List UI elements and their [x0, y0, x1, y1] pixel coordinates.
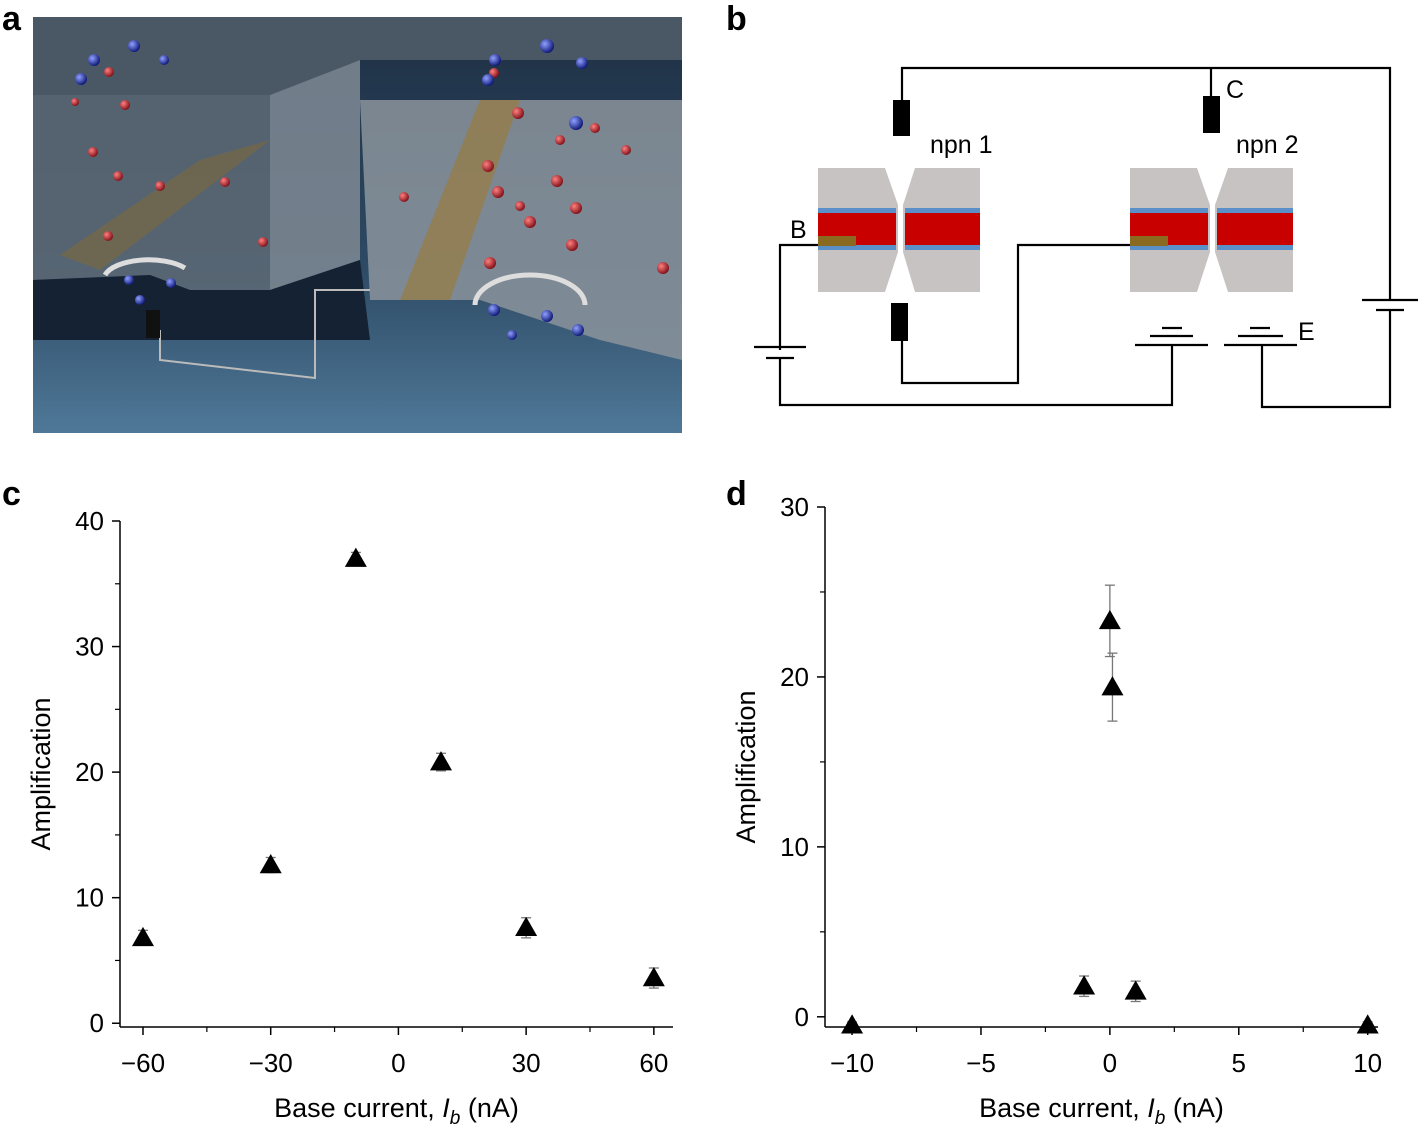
- y-tick-label: 10: [780, 832, 809, 862]
- y-tick-label: 30: [780, 492, 809, 522]
- y-axis-label: Amplification: [731, 690, 761, 843]
- chart: 0 10 20 30 40 −60 −30 0 30 60 Amplification Base cu…: [26, 506, 673, 1125]
- y-tick-label: 20: [780, 662, 809, 692]
- data-point: [131, 926, 154, 947]
- panel-label: d: [726, 475, 747, 513]
- rendering: [33, 17, 682, 433]
- y-tick-label: 30: [75, 632, 104, 662]
- x-tick-label: 0: [391, 1048, 405, 1078]
- x-tick-label: −10: [830, 1048, 874, 1078]
- x-tick-label: 60: [639, 1048, 668, 1078]
- data-point: [1124, 980, 1147, 1000]
- y-tick-label: 10: [75, 883, 104, 913]
- data-point: [1073, 975, 1096, 995]
- panel-label: c: [2, 475, 21, 513]
- x-tick-label: 30: [512, 1048, 541, 1078]
- y-tick-label: 20: [75, 757, 104, 787]
- diagram-label: npn 2: [1236, 131, 1299, 159]
- circuit: npn 1 npn 2 B C E: [754, 66, 1418, 409]
- y-axis-label: Amplification: [26, 697, 56, 850]
- data-point: [1101, 676, 1124, 696]
- x-axis-label-var: I: [442, 1093, 450, 1123]
- x-axis-label-unit: (nA): [1165, 1093, 1224, 1123]
- panel-label: a: [2, 0, 22, 38]
- x-axis-label: Base current, Ib (nA): [979, 1093, 1224, 1125]
- data-point: [515, 916, 538, 937]
- x-tick-label: 0: [1103, 1048, 1117, 1078]
- chart: 0 10 20 30 −10 −5 0 5 10 Amplification Base curren…: [731, 492, 1382, 1125]
- x-axis-label-text: Base current,: [274, 1093, 442, 1123]
- data-point: [344, 547, 367, 567]
- diagram-label: B: [790, 216, 807, 244]
- x-axis-label-sub: b: [450, 1108, 461, 1125]
- x-axis-label-var: I: [1147, 1093, 1155, 1123]
- panel-label: b: [726, 0, 747, 38]
- y-tick-label: 0: [795, 1002, 809, 1032]
- data-point: [841, 1014, 864, 1034]
- x-axis-label-unit: (nA): [460, 1093, 519, 1123]
- x-axis-label-text: Base current,: [979, 1093, 1147, 1123]
- x-axis-label-sub: b: [1155, 1108, 1166, 1125]
- x-tick-label: −5: [966, 1048, 996, 1078]
- diagram-label: C: [1226, 76, 1244, 104]
- diagram-label: npn 1: [930, 131, 993, 159]
- data-point: [1356, 1014, 1379, 1034]
- x-tick-label: −60: [121, 1048, 165, 1078]
- data-point: [429, 751, 452, 771]
- diagram-label: E: [1298, 318, 1315, 346]
- x-tick-label: 10: [1353, 1048, 1382, 1078]
- data-point: [259, 854, 282, 874]
- x-axis-label: Base current, Ib (nA): [274, 1093, 519, 1125]
- x-tick-label: 5: [1232, 1048, 1246, 1078]
- y-tick-label: 0: [90, 1008, 104, 1038]
- data-point: [642, 967, 665, 987]
- y-tick-label: 40: [75, 506, 104, 536]
- x-tick-label: −30: [249, 1048, 293, 1078]
- data-point: [1098, 609, 1121, 630]
